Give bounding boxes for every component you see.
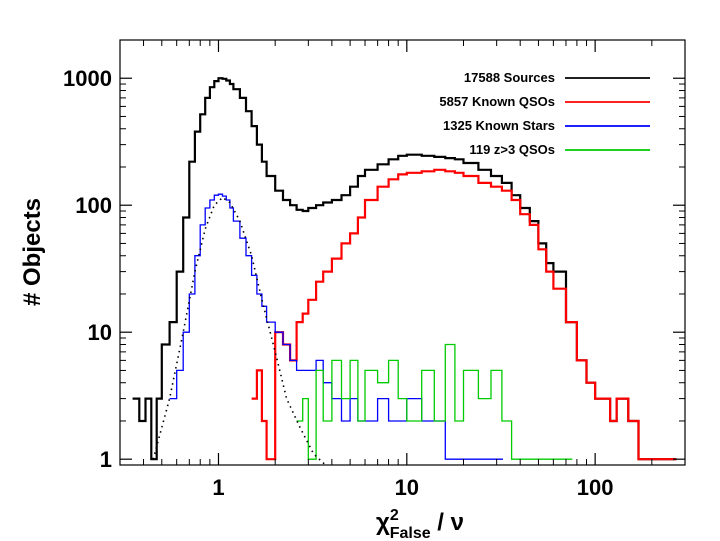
x-tick-label: 10 [395, 475, 419, 500]
legend: 17588 Sources 5857 Known QSOs 1325 Known S… [439, 70, 650, 157]
y-tick-label: 1 [100, 447, 112, 472]
legend-label: 17588 Sources [464, 70, 555, 85]
y-tick-label: 10 [88, 320, 112, 345]
y-axis-label: # Objects [19, 198, 46, 306]
series-line-1 [132, 77, 677, 461]
legend-label: 119 z>3 QSOs [469, 142, 555, 157]
x-tick-label: 1 [212, 475, 224, 500]
series-line-4 [296, 343, 573, 460]
series-line-2 [251, 168, 677, 461]
y-tick-label: 1000 [63, 66, 112, 91]
fit-curve-dotted [152, 196, 327, 466]
x-tick-label: 100 [577, 475, 614, 500]
plot-frame [119, 39, 686, 466]
y-tick-label: 100 [75, 193, 112, 218]
series-line-3 [169, 193, 503, 460]
series-layer [132, 77, 677, 466]
x-axis-label: χ2 False / ν [376, 507, 464, 541]
legend-label: 5857 Known QSOs [439, 94, 555, 109]
legend-label: 1325 Known Stars [443, 118, 555, 133]
ticks-layer: 1 10 100 1 10 100 1000 [63, 40, 685, 500]
